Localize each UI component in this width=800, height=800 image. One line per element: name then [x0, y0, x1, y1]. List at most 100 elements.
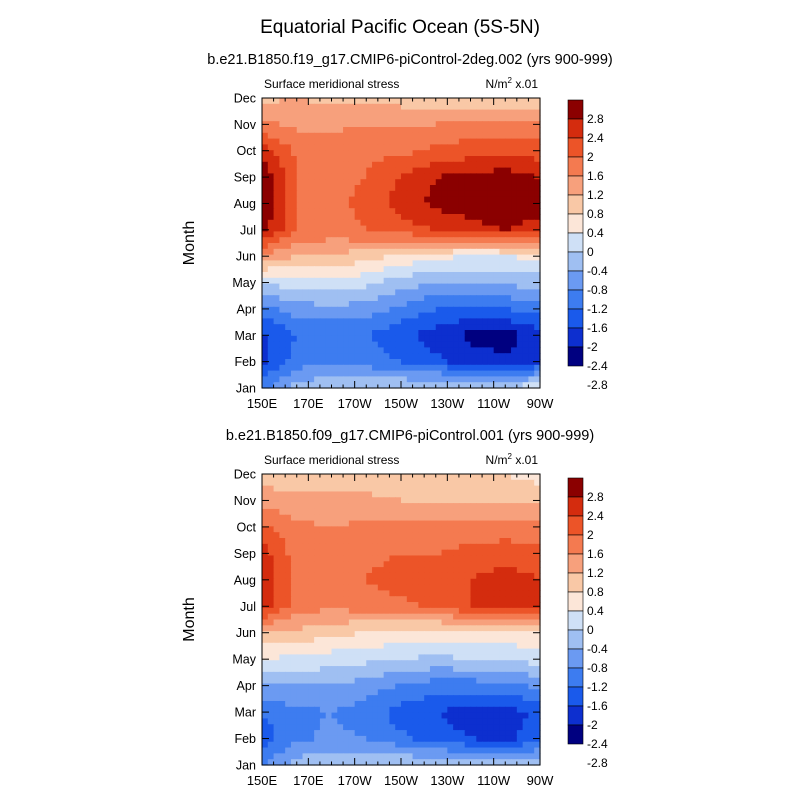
field-cell — [296, 330, 304, 337]
field-cell — [511, 138, 518, 145]
field-cell — [372, 144, 379, 151]
field-cell — [302, 277, 309, 285]
field-cell — [534, 243, 541, 250]
colorbar-box — [567, 270, 584, 291]
field-cell — [302, 138, 309, 145]
field-cell — [279, 561, 286, 568]
field-cell — [354, 578, 362, 586]
field-cell — [470, 596, 477, 603]
field-cell — [528, 98, 535, 105]
field-cell — [447, 671, 454, 679]
field-cell — [458, 648, 466, 656]
field-cell — [285, 590, 292, 597]
field-cell — [447, 654, 454, 661]
field-cell — [366, 254, 373, 261]
field-cell — [522, 185, 530, 192]
field-cell — [377, 347, 385, 354]
field-cell — [487, 127, 495, 134]
field-cell — [395, 479, 402, 487]
field-cell — [348, 584, 356, 591]
field-cell — [447, 520, 454, 527]
field-cell — [296, 121, 304, 128]
field-cell — [348, 382, 356, 389]
field-cell — [476, 185, 483, 192]
field-cell — [424, 508, 431, 516]
field-cell — [331, 491, 338, 498]
field-cell — [522, 370, 530, 377]
field-cell — [319, 324, 327, 331]
field-cell — [482, 318, 489, 325]
field-cell — [348, 724, 356, 731]
field-cell — [377, 660, 385, 667]
field-cell — [406, 289, 414, 296]
field-cell — [458, 485, 466, 493]
field-cell — [487, 190, 495, 198]
field-cell — [383, 718, 391, 725]
field-cell — [343, 353, 350, 360]
field-cell — [331, 619, 338, 626]
field-cell — [435, 243, 443, 250]
field-cell — [343, 567, 350, 574]
field-cell — [505, 538, 512, 545]
field-cell — [464, 243, 472, 250]
field-cell — [412, 324, 419, 331]
field-cell — [499, 572, 506, 580]
field-cell — [296, 260, 304, 267]
field-cell — [429, 277, 437, 285]
field-cell — [267, 283, 275, 290]
field-cell — [389, 747, 396, 754]
field-cell — [418, 318, 425, 325]
field-cell — [285, 485, 292, 493]
field-cell — [453, 254, 460, 261]
field-cell — [372, 109, 379, 116]
field-cell — [401, 127, 408, 134]
field-cell — [401, 277, 408, 285]
field-cell — [522, 98, 530, 105]
field-cell — [464, 625, 472, 632]
field-cell — [412, 724, 419, 731]
field-cell — [487, 219, 495, 227]
field-cell — [262, 718, 269, 725]
field-cell — [314, 596, 321, 603]
field-cell — [499, 324, 506, 331]
field-cell — [487, 289, 495, 296]
field-cell — [325, 759, 333, 766]
field-cell — [262, 312, 269, 319]
field-cell — [302, 677, 309, 685]
field-cell — [476, 648, 483, 656]
field-cell — [354, 503, 362, 510]
field-cell — [470, 335, 477, 343]
field-cell — [262, 98, 269, 105]
field-cell — [464, 561, 472, 568]
field-cell — [511, 572, 518, 580]
field-cell — [476, 503, 483, 510]
field-cell — [296, 695, 304, 702]
field-cell — [279, 718, 286, 725]
field-cell — [464, 127, 472, 134]
field-cell — [482, 190, 489, 198]
field-cell — [528, 479, 535, 487]
field-cell — [337, 654, 344, 661]
field-cell — [262, 503, 269, 510]
field-cell — [267, 526, 275, 533]
field-cell — [418, 700, 425, 708]
field-cell — [447, 741, 454, 749]
field-cell — [337, 613, 344, 621]
field-cell — [476, 150, 483, 157]
field-cell — [418, 625, 425, 632]
field-cell — [337, 578, 344, 586]
field-cell — [354, 648, 362, 656]
field-cell — [464, 677, 472, 685]
field-cell — [476, 584, 483, 591]
field-cell — [273, 619, 280, 626]
field-cell — [354, 98, 362, 105]
field-cell — [470, 98, 477, 105]
field-cell — [528, 272, 535, 279]
field-cell — [499, 514, 506, 522]
field-cell — [511, 619, 518, 626]
field-cell — [464, 759, 472, 766]
field-cell — [296, 636, 304, 644]
field-cell — [383, 759, 391, 766]
field-cell — [319, 306, 327, 314]
colorbar-label: -2 — [587, 340, 598, 354]
